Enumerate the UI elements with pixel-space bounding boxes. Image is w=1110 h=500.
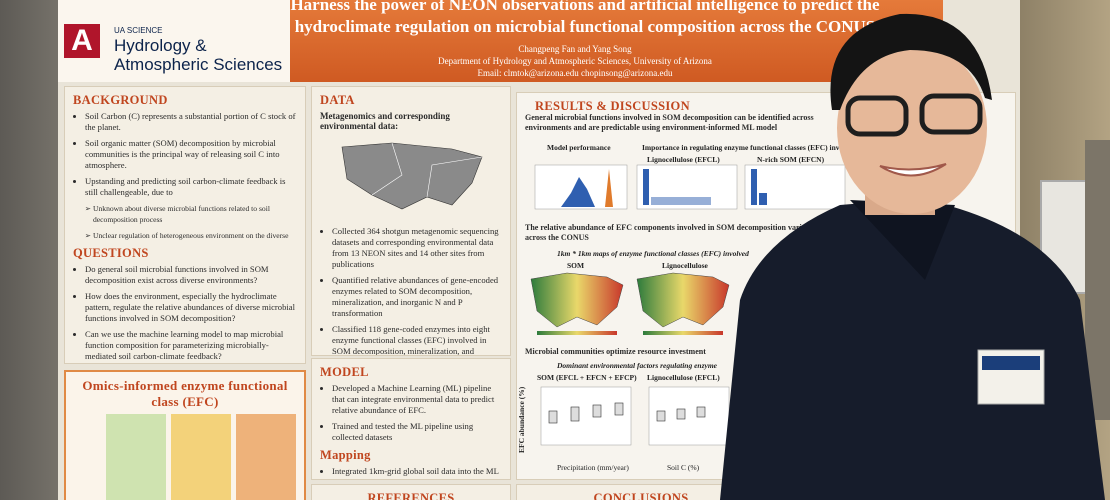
figure-label: SOM (EFCL + EFCN + EFCP) <box>537 373 637 382</box>
email: Email: clmtok@arizona.edu chopinsong@ari… <box>477 68 673 78</box>
figure-label: Importance in regulating enzyme function… <box>642 143 857 152</box>
title-line: Harness the power of NEON observations a… <box>290 0 880 14</box>
map-borders <box>371 142 483 198</box>
list-item: Soil Carbon (C) represents a substantial… <box>85 111 297 133</box>
figure-label: Lignocellulose (EFCL) <box>647 373 720 382</box>
poster-byline: Changpeng Fan and Yang Song Department o… <box>300 43 850 79</box>
logo-org: UA SCIENCE <box>114 26 163 35</box>
list-item: Upstanding and predicting soil carbon-cl… <box>85 176 297 198</box>
bar-shape <box>651 197 711 205</box>
model-panel: MODEL Developed a Machine Learning (ML) … <box>311 358 511 480</box>
title-line: hydroclimate regulation on microbial fun… <box>294 17 876 36</box>
smile <box>879 163 947 177</box>
figure-label: Dominant environmental factors regulatin… <box>557 361 718 370</box>
item-list: Integrated 1km-grid global soil data int… <box>320 466 502 479</box>
box-shapes <box>548 402 706 424</box>
section-heading: MODEL <box>320 365 369 379</box>
efc-diagram <box>106 414 166 500</box>
figure-label: Lignocellulose (EFCL) <box>647 155 720 164</box>
finding: The relative abundance of EFC components… <box>525 223 824 242</box>
authors: Changpeng Fan and Yang Song <box>518 44 632 54</box>
logo-mark: A <box>64 24 100 58</box>
poster-title: Harness the power of NEON observations a… <box>160 0 1010 38</box>
section-heading: Mapping <box>320 448 371 462</box>
efc-diagram <box>171 414 231 500</box>
list-item: Unknown about diverse microbial function… <box>93 203 297 225</box>
axis-label: EFC abundance (%) <box>517 386 526 453</box>
efc-panel: Omics-informed enzyme functional class (… <box>64 370 306 500</box>
list-item: Trained and tested the ML pipeline using… <box>332 421 502 443</box>
axis-label: Soil C (%) <box>667 463 700 472</box>
item-list: Do general soil microbial functions invo… <box>73 264 297 362</box>
glasses <box>845 95 909 137</box>
logo-unit: Hydrology & <box>114 36 207 55</box>
list-item: Do general soil microbial functions invo… <box>85 264 297 286</box>
boxplots <box>540 386 730 446</box>
references-panel: REFERENCES <box>311 484 511 500</box>
list-item: Integrated 1km-grid global soil data int… <box>332 466 502 479</box>
figure-label: N-rich SOM (EFCN) <box>757 155 825 164</box>
subheading: Metagenomics and corresponding environme… <box>320 111 450 131</box>
hair <box>830 13 992 110</box>
section-heading: RESULTS & DISCUSSION <box>535 99 690 113</box>
list-item: Developed a Machine Learning (ML) pipeli… <box>332 383 502 416</box>
color-bar <box>537 331 617 335</box>
affiliation: Department of Hydrology and Atmospheric … <box>438 56 712 66</box>
bar-shape <box>751 169 757 205</box>
finding: Microbial communities optimize resource … <box>525 347 706 356</box>
list-item: Collected 364 shotgun metagenomic sequen… <box>332 226 502 270</box>
item-list: Collected 364 shotgun metagenomic sequen… <box>320 226 502 355</box>
map-shape <box>530 272 624 328</box>
background-panel: BACKGROUND Soil Carbon (C) represents a … <box>64 86 306 364</box>
histogram-shape <box>561 177 595 207</box>
section-heading: DATA <box>320 93 355 107</box>
glasses <box>919 93 983 135</box>
list-item: Soil organic matter (SOM) decomposition … <box>85 138 297 171</box>
list-item: Classified 118 gene-coded enzymes into e… <box>332 324 502 355</box>
face <box>837 42 987 214</box>
logo-unit: Atmospheric Sciences <box>114 55 283 74</box>
map-shape <box>636 272 730 328</box>
map-shape <box>341 142 483 210</box>
section-heading: QUESTIONS <box>73 246 149 260</box>
us-map <box>341 142 483 210</box>
badge-logo <box>982 356 1040 370</box>
figure-label: Lignocellulose <box>662 261 708 270</box>
bar-shape <box>759 193 767 205</box>
color-bar <box>643 331 723 335</box>
list-item: Can we use the machine learning model to… <box>85 329 297 362</box>
item-list: Soil Carbon (C) represents a substantial… <box>73 111 297 241</box>
section-heading: REFERENCES <box>367 491 455 500</box>
data-panel: DATA Metagenomics and corresponding envi… <box>311 86 511 356</box>
list-item: How does the environment, especially the… <box>85 291 297 324</box>
figure-label: 1km * 1km maps of enzyme functional clas… <box>557 249 749 258</box>
axis-label: Precipitation (mm/year) <box>557 463 629 472</box>
histogram-shape <box>605 169 613 207</box>
figure-label: SOM <box>567 261 585 270</box>
person <box>720 13 1105 500</box>
wall-left <box>0 0 62 500</box>
section-heading: BACKGROUND <box>73 93 168 107</box>
section-heading: CONCLUSIONS <box>593 491 689 500</box>
efc-diagram <box>236 414 296 500</box>
figure-label: Model performance <box>547 143 611 152</box>
list-item: Unclear regulation of heterogeneous envi… <box>93 230 297 241</box>
shirt <box>720 200 1105 500</box>
item-list: Developed a Machine Learning (ML) pipeli… <box>320 383 502 443</box>
collar <box>850 200 955 280</box>
section-heading: Omics-informed enzyme functional class (… <box>82 378 288 409</box>
finding: General microbial functions involved in … <box>525 113 814 132</box>
list-item: Quantified relative abundances of gene-e… <box>332 275 502 319</box>
logo-box: A UA SCIENCE Hydrology & Atmospheric Sci… <box>58 0 290 82</box>
performance-figures <box>534 164 846 210</box>
maps <box>530 272 730 335</box>
bar-shape <box>643 169 649 205</box>
